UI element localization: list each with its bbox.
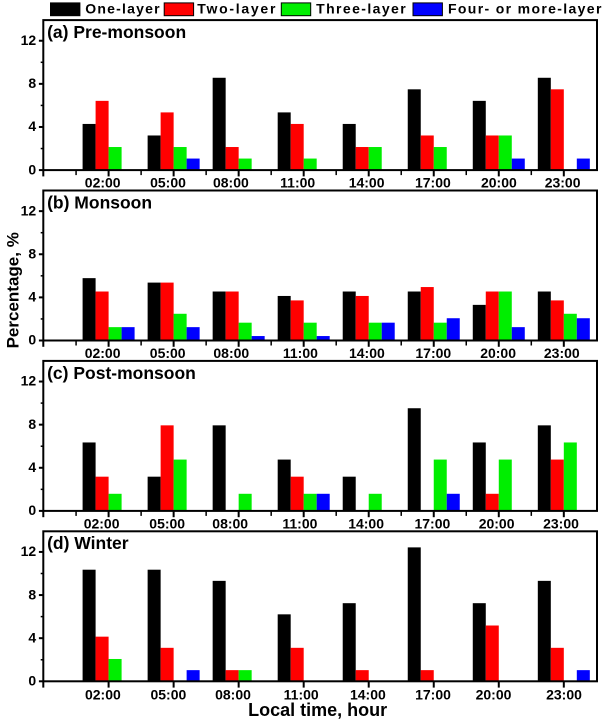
svg-text:Percentage, %: Percentage, % [4, 232, 23, 348]
svg-text:23:00: 23:00 [545, 175, 581, 191]
svg-text:14:00: 14:00 [349, 345, 385, 361]
svg-text:4: 4 [28, 629, 36, 645]
svg-text:4: 4 [28, 289, 36, 305]
svg-text:02:00: 02:00 [85, 687, 121, 703]
svg-text:0: 0 [28, 502, 36, 518]
svg-text:20:00: 20:00 [476, 687, 512, 703]
svg-text:11:00: 11:00 [280, 175, 315, 191]
svg-text:(b) Monsoon: (b) Monsoon [47, 192, 152, 212]
svg-text:20:00: 20:00 [479, 515, 515, 531]
svg-text:8: 8 [28, 416, 36, 432]
svg-text:(d) Winter: (d) Winter [47, 533, 129, 553]
svg-text:(a) Pre-monsoon: (a) Pre-monsoon [47, 22, 186, 42]
svg-text:8: 8 [28, 586, 36, 602]
svg-text:12: 12 [21, 373, 37, 389]
svg-text:Two-layer: Two-layer [197, 0, 276, 16]
svg-text:0: 0 [28, 673, 36, 689]
svg-text:05:00: 05:00 [150, 345, 186, 361]
svg-text:11:00: 11:00 [283, 345, 318, 361]
svg-text:02:00: 02:00 [85, 345, 121, 361]
svg-text:20:00: 20:00 [481, 175, 517, 191]
svg-text:14:00: 14:00 [348, 515, 384, 531]
svg-text:23:00: 23:00 [546, 687, 582, 703]
svg-text:12: 12 [21, 32, 37, 48]
svg-text:(c) Post-monsoon: (c) Post-monsoon [47, 363, 196, 383]
svg-text:12: 12 [21, 202, 37, 218]
svg-text:11:00: 11:00 [282, 515, 317, 531]
svg-text:14:00: 14:00 [349, 175, 385, 191]
svg-text:05:00: 05:00 [150, 687, 186, 703]
svg-text:8: 8 [28, 245, 36, 261]
svg-text:12: 12 [21, 543, 37, 559]
svg-text:Four- or more-layer: Four- or more-layer [448, 0, 602, 16]
svg-text:23:00: 23:00 [544, 345, 580, 361]
svg-text:14:00: 14:00 [350, 687, 386, 703]
svg-text:4: 4 [28, 118, 36, 134]
svg-text:Local time, hour: Local time, hour [248, 700, 387, 720]
svg-text:17:00: 17:00 [415, 175, 451, 191]
svg-text:17:00: 17:00 [415, 345, 451, 361]
svg-text:20:00: 20:00 [480, 345, 516, 361]
svg-text:08:00: 08:00 [213, 175, 249, 191]
svg-text:One-layer: One-layer [85, 0, 160, 16]
svg-text:02:00: 02:00 [84, 515, 120, 531]
svg-text:08:00: 08:00 [212, 515, 248, 531]
svg-text:Three-layer: Three-layer [316, 0, 406, 16]
svg-text:23:00: 23:00 [543, 515, 579, 531]
svg-text:02:00: 02:00 [85, 175, 121, 191]
svg-text:05:00: 05:00 [149, 515, 185, 531]
svg-text:05:00: 05:00 [150, 175, 186, 191]
svg-text:17:00: 17:00 [415, 687, 451, 703]
svg-text:17:00: 17:00 [414, 515, 450, 531]
svg-text:0: 0 [28, 332, 36, 348]
svg-text:8: 8 [28, 75, 36, 91]
svg-text:08:00: 08:00 [215, 687, 251, 703]
svg-text:11:00: 11:00 [284, 687, 319, 703]
svg-text:08:00: 08:00 [213, 345, 249, 361]
svg-text:4: 4 [28, 459, 36, 475]
svg-text:0: 0 [28, 161, 36, 177]
